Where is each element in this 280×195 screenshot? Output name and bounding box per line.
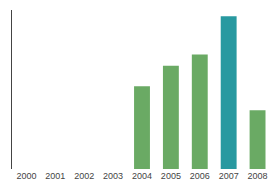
- svg-text:2004: 2004: [132, 171, 152, 181]
- svg-text:2006: 2006: [190, 171, 210, 181]
- svg-text:2005: 2005: [161, 171, 181, 181]
- svg-text:2000: 2000: [16, 171, 36, 181]
- svg-text:2001: 2001: [45, 171, 65, 181]
- svg-text:2003: 2003: [103, 171, 123, 181]
- svg-text:2002: 2002: [74, 171, 94, 181]
- svg-text:2007: 2007: [219, 171, 239, 181]
- svg-text:2008: 2008: [248, 171, 268, 181]
